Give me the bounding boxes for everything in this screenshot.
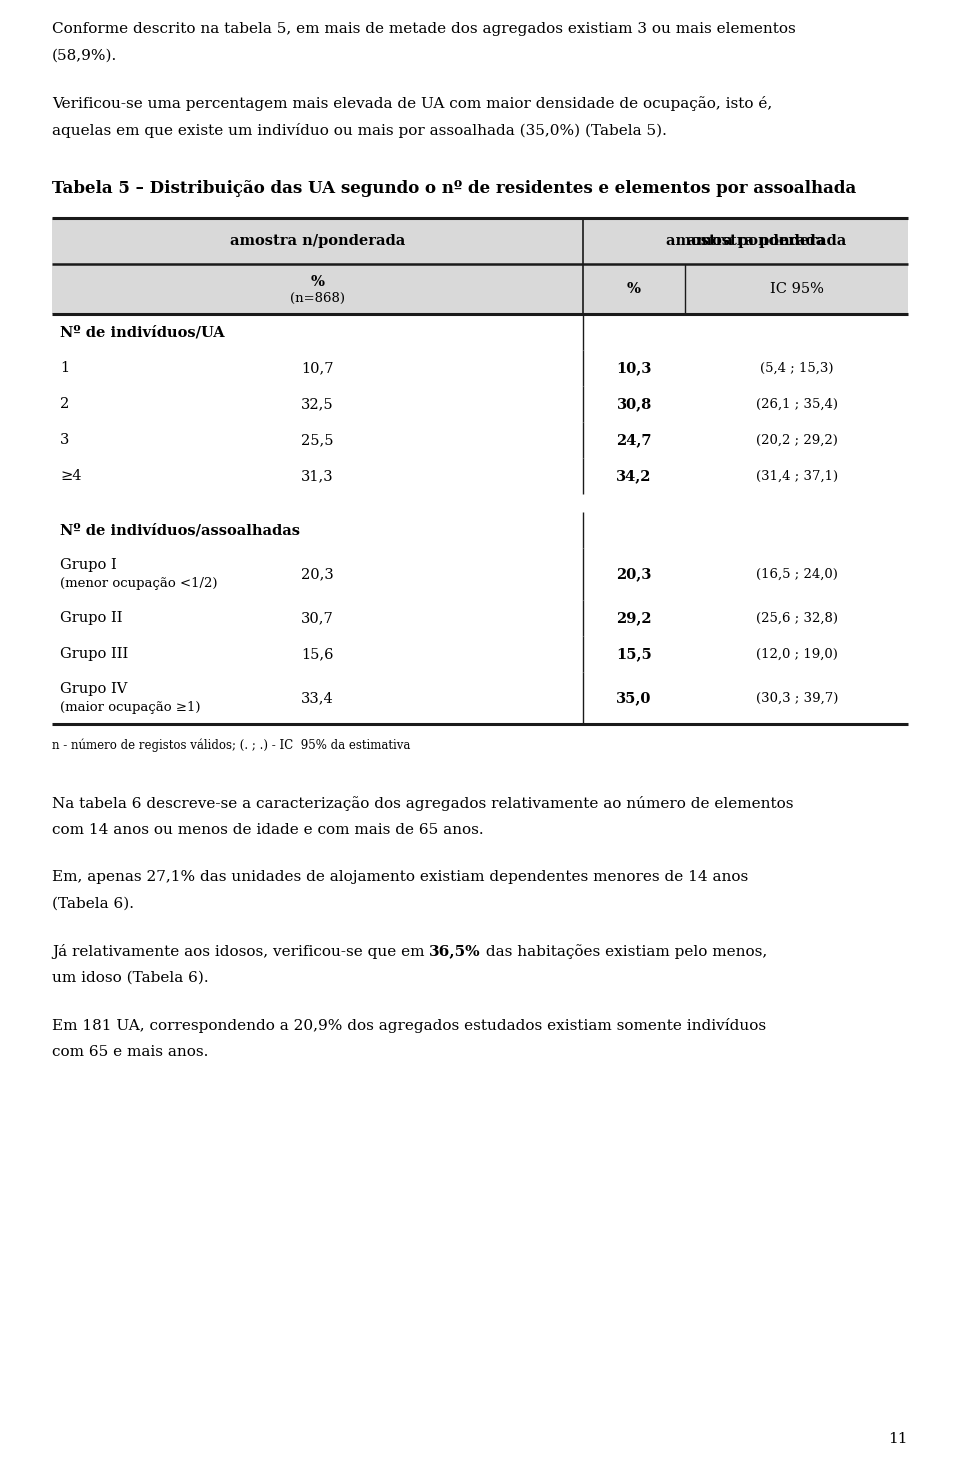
- Text: 33,4: 33,4: [301, 691, 334, 705]
- Text: (58,9%).: (58,9%).: [52, 48, 117, 63]
- Text: Em, apenas 27,1% das unidades de alojamento existiam dependentes menores de 14 a: Em, apenas 27,1% das unidades de alojame…: [52, 871, 748, 884]
- Text: Grupo I: Grupo I: [60, 558, 117, 571]
- Text: (25,6 ; 32,8): (25,6 ; 32,8): [756, 612, 838, 624]
- Text: Nº de indivíduos/assoalhadas: Nº de indivíduos/assoalhadas: [60, 523, 300, 537]
- Text: 15,6: 15,6: [301, 647, 334, 661]
- Text: ≥4: ≥4: [60, 468, 82, 483]
- Text: (5,4 ; 15,3): (5,4 ; 15,3): [760, 361, 833, 374]
- Text: Grupo IV: Grupo IV: [60, 681, 128, 696]
- Text: Já relativamente aos idosos, verificou-se que em: Já relativamente aos idosos, verificou-s…: [52, 944, 429, 959]
- Text: 15,5: 15,5: [616, 647, 652, 661]
- Text: 1: 1: [60, 361, 69, 374]
- Text: 10,7: 10,7: [301, 361, 334, 374]
- Text: com 65 e mais anos.: com 65 e mais anos.: [52, 1045, 208, 1058]
- Text: (menor ocupação <1/2): (menor ocupação <1/2): [60, 577, 218, 590]
- Text: n - número de registos válidos; (. ; .) - IC  95% da estimativa: n - número de registos válidos; (. ; .) …: [52, 738, 410, 752]
- Text: %: %: [627, 282, 641, 297]
- Text: 20,3: 20,3: [616, 567, 652, 581]
- Text: (31,4 ; 37,1): (31,4 ; 37,1): [756, 470, 838, 483]
- Text: 32,5: 32,5: [301, 396, 334, 411]
- Text: (12,0 ; 19,0): (12,0 ; 19,0): [756, 647, 838, 661]
- Text: Tabela 5 – Distribuição das UA segundo o nº de residentes e elementos por assoal: Tabela 5 – Distribuição das UA segundo o…: [52, 181, 856, 197]
- Text: Grupo II: Grupo II: [60, 611, 123, 625]
- Bar: [52, 264, 908, 314]
- Text: amostra ponderada: amostra ponderada: [665, 233, 825, 248]
- Text: %: %: [310, 275, 324, 289]
- Text: 2: 2: [60, 396, 69, 411]
- Text: (26,1 ; 35,4): (26,1 ; 35,4): [756, 398, 838, 411]
- Text: das habitações existiam pelo menos,: das habitações existiam pelo menos,: [481, 944, 767, 959]
- Text: Nº de indivíduos/UA: Nº de indivíduos/UA: [60, 324, 225, 339]
- Text: 11: 11: [889, 1431, 908, 1446]
- Bar: [52, 219, 908, 264]
- Text: 34,2: 34,2: [616, 468, 652, 483]
- Text: um idoso (Tabela 6).: um idoso (Tabela 6).: [52, 970, 208, 985]
- Text: 20,3: 20,3: [301, 567, 334, 581]
- Text: 25,5: 25,5: [301, 433, 334, 446]
- Text: 30,8: 30,8: [616, 396, 652, 411]
- Text: Verificou-se uma percentagem mais elevada de UA com maior densidade de ocupação,: Verificou-se uma percentagem mais elevad…: [52, 95, 772, 112]
- Text: com 14 anos ou menos de idade e com mais de 65 anos.: com 14 anos ou menos de idade e com mais…: [52, 824, 484, 837]
- Text: aquelas em que existe um indivíduo ou mais por assoalhada (35,0%) (Tabela 5).: aquelas em que existe um indivíduo ou ma…: [52, 123, 667, 138]
- Text: 24,7: 24,7: [616, 433, 652, 446]
- Text: 29,2: 29,2: [616, 611, 652, 625]
- Text: (30,3 ; 39,7): (30,3 ; 39,7): [756, 691, 838, 705]
- Text: 10,3: 10,3: [616, 361, 652, 374]
- Text: 3: 3: [60, 433, 69, 446]
- Text: Grupo III: Grupo III: [60, 647, 129, 661]
- Text: 36,5%: 36,5%: [429, 944, 481, 959]
- Text: (n=868): (n=868): [290, 292, 345, 304]
- Text: 35,0: 35,0: [616, 691, 652, 705]
- Text: Conforme descrito na tabela 5, em mais de metade dos agregados existiam 3 ou mai: Conforme descrito na tabela 5, em mais d…: [52, 22, 796, 37]
- Text: (maior ocupação ≥1): (maior ocupação ≥1): [60, 700, 201, 713]
- Text: Em 181 UA, correspondendo a 20,9% dos agregados estudados existiam somente indiv: Em 181 UA, correspondendo a 20,9% dos ag…: [52, 1017, 766, 1033]
- Text: 31,3: 31,3: [301, 468, 334, 483]
- Text: IC 95%: IC 95%: [770, 282, 824, 297]
- Text: amostra ponderada: amostra ponderada: [687, 233, 847, 248]
- Text: (16,5 ; 24,0): (16,5 ; 24,0): [756, 568, 838, 580]
- Text: (Tabela 6).: (Tabela 6).: [52, 897, 134, 912]
- Text: Na tabela 6 descreve-se a caracterização dos agregados relativamente ao número d: Na tabela 6 descreve-se a caracterização…: [52, 796, 794, 810]
- Text: amostra n/ponderada: amostra n/ponderada: [229, 233, 405, 248]
- Text: (20,2 ; 29,2): (20,2 ; 29,2): [756, 433, 838, 446]
- Text: 30,7: 30,7: [301, 611, 334, 625]
